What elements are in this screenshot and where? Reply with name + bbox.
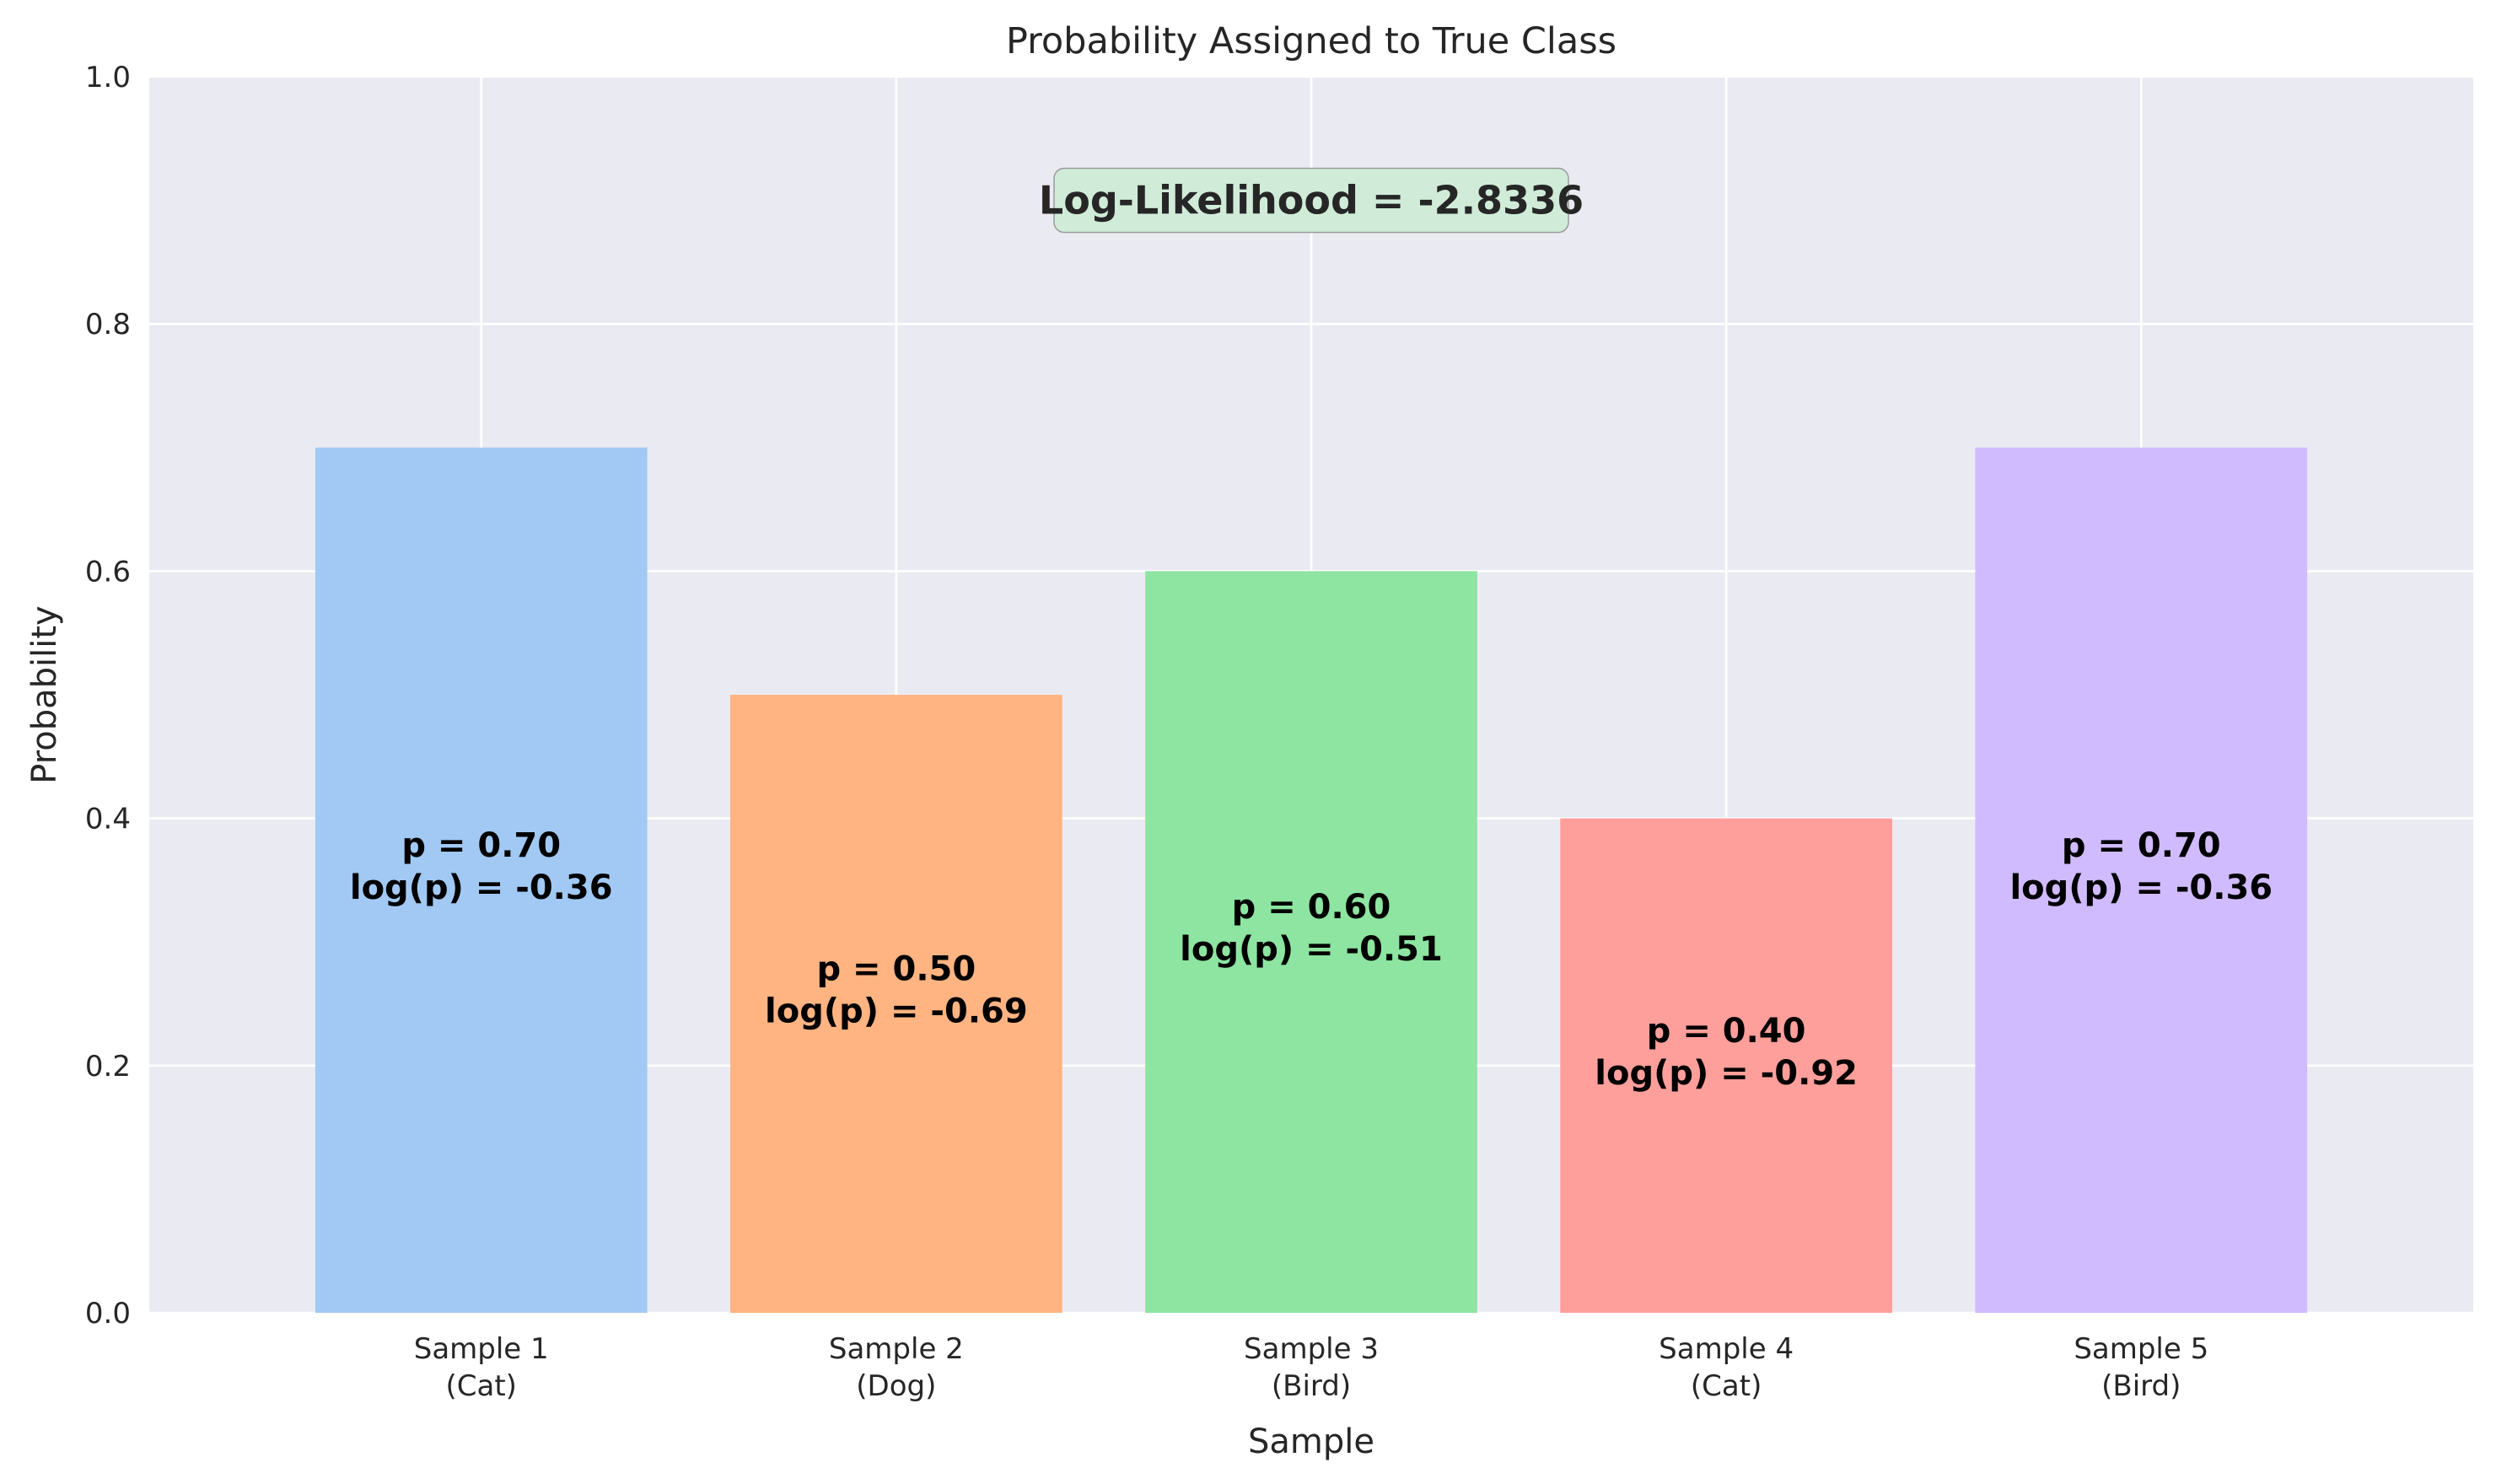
bars: [315, 447, 2308, 1313]
x-tick-label-line: Sample 5: [2074, 1332, 2208, 1366]
y-ticks: 0.0 0.2 0.4 0.6 0.8 1.0: [85, 61, 131, 1331]
y-tick-label: 1.0: [85, 61, 131, 94]
x-ticks: Sample 1 (Cat)Sample 2 (Dog)Sample 3 (Bird)…: [414, 1332, 2209, 1403]
x-tick-label-line: (Bird): [1272, 1369, 1351, 1403]
y-tick-label: 0.0: [85, 1297, 131, 1331]
bar-value-label: p = 0.40 log(p) = -0.92: [1595, 1012, 1858, 1093]
bar-value-label-line: p = 0.60: [1232, 888, 1391, 927]
x-tick-label: Sample 1 (Cat): [414, 1332, 549, 1403]
x-tick-label: Sample 5 (Bird): [2074, 1332, 2208, 1403]
bar-labels: p = 0.70 log(p) = -0.36p = 0.50 log(p) = -…: [350, 826, 2273, 1093]
x-tick-label-line: (Dog): [856, 1369, 936, 1403]
x-tick-label-line: Sample 1: [414, 1332, 549, 1366]
x-tick-label: Sample 3 (Bird): [1244, 1332, 1379, 1403]
y-tick-label: 0.6: [85, 555, 131, 589]
x-tick-label: Sample 2 (Dog): [829, 1332, 964, 1403]
chart-title: Probability Assigned to True Class: [1006, 20, 1616, 62]
bar-value-label-line: p = 0.70: [401, 826, 561, 865]
bar: [730, 695, 1062, 1313]
bar-value-label: p = 0.70 log(p) = -0.36: [350, 826, 613, 907]
bar-value-label: p = 0.70 log(p) = -0.36: [2009, 826, 2273, 907]
bar-value-label-line: log(p) = -0.51: [1180, 930, 1443, 969]
bar: [315, 447, 648, 1313]
x-tick-label-line: Sample 3: [1244, 1332, 1379, 1366]
bar: [1145, 571, 1477, 1313]
bar-value-label-line: p = 0.40: [1647, 1012, 1806, 1051]
bar: [1975, 447, 2308, 1313]
y-tick-label: 0.8: [85, 308, 131, 341]
log-likelihood-annotation: Log-Likelihood = -2.8336: [1039, 167, 1584, 234]
x-tick-label-line: (Cat): [1691, 1369, 1762, 1403]
y-axis-label: Probability: [25, 605, 64, 783]
y-tick-label: 0.4: [85, 803, 131, 836]
x-tick-label: Sample 4 (Cat): [1659, 1332, 1794, 1403]
bar-value-label-line: log(p) = -0.36: [2009, 868, 2273, 907]
bar-value-label-line: log(p) = -0.36: [350, 868, 613, 907]
annotation-text: Log-Likelihood = -2.8336: [1039, 178, 1584, 223]
bar-value-label-line: p = 0.50: [817, 950, 976, 989]
annotation-box: [1053, 167, 1569, 234]
x-tick-label-line: Sample 4: [1659, 1332, 1794, 1366]
bar-value-label: p = 0.60 log(p) = -0.51: [1180, 888, 1443, 969]
x-tick-label-line: Sample 2: [829, 1332, 964, 1366]
bar-value-label-line: p = 0.70: [2062, 826, 2221, 865]
bar-value-label: p = 0.50 log(p) = -0.69: [765, 950, 1028, 1031]
y-tick-label: 0.2: [85, 1050, 131, 1083]
bar: [1560, 818, 1892, 1313]
bar-value-label-line: log(p) = -0.69: [765, 992, 1028, 1031]
bar-value-label-line: log(p) = -0.92: [1595, 1054, 1858, 1093]
x-axis-label: Sample: [1248, 1422, 1374, 1461]
x-tick-label-line: (Bird): [2101, 1369, 2181, 1403]
x-tick-label-line: (Cat): [445, 1369, 516, 1403]
